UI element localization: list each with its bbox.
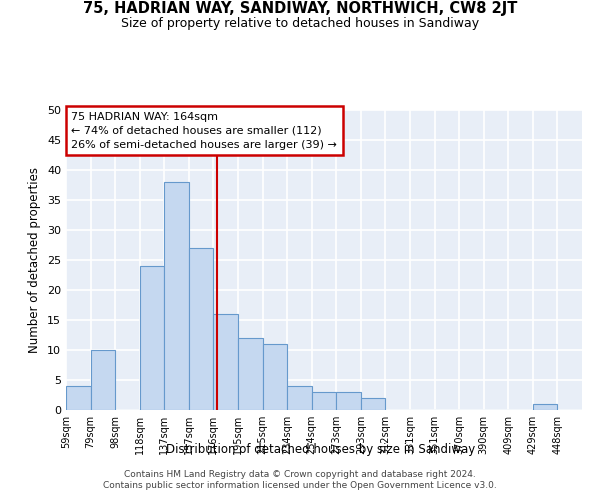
Bar — [214, 314, 238, 410]
Text: 75 HADRIAN WAY: 164sqm
← 74% of detached houses are smaller (112)
26% of semi-de: 75 HADRIAN WAY: 164sqm ← 74% of detached… — [71, 112, 337, 150]
Bar — [263, 344, 287, 410]
Text: Distribution of detached houses by size in Sandiway: Distribution of detached houses by size … — [166, 442, 476, 456]
Bar — [533, 404, 557, 410]
Text: 75, HADRIAN WAY, SANDIWAY, NORTHWICH, CW8 2JT: 75, HADRIAN WAY, SANDIWAY, NORTHWICH, CW… — [83, 0, 517, 16]
Bar — [312, 392, 336, 410]
Y-axis label: Number of detached properties: Number of detached properties — [28, 167, 41, 353]
Bar — [238, 338, 263, 410]
Bar — [140, 266, 164, 410]
Bar — [189, 248, 214, 410]
Bar — [336, 392, 361, 410]
Bar — [164, 182, 189, 410]
Bar — [66, 386, 91, 410]
Text: Size of property relative to detached houses in Sandiway: Size of property relative to detached ho… — [121, 18, 479, 30]
Bar — [287, 386, 312, 410]
Bar — [91, 350, 115, 410]
Bar — [361, 398, 385, 410]
Text: Contains HM Land Registry data © Crown copyright and database right 2024.
Contai: Contains HM Land Registry data © Crown c… — [103, 470, 497, 490]
